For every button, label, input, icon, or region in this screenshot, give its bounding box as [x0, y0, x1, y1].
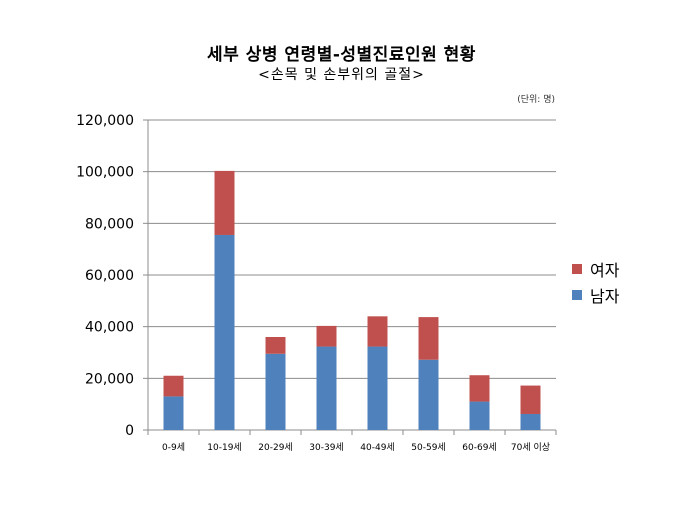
x-tick-label: 30-39세	[309, 442, 343, 453]
bar-male	[367, 346, 388, 430]
bar-female	[520, 385, 541, 414]
legend-swatch-male	[572, 290, 582, 300]
legend-item-female: 여자	[572, 256, 619, 282]
legend-swatch-female	[572, 264, 582, 274]
bar-female	[316, 325, 337, 347]
y-tick-label: 60,000	[85, 268, 134, 284]
y-tick-label: 100,000	[76, 165, 134, 181]
bar-male	[214, 234, 235, 430]
bar-female	[469, 375, 490, 402]
bar-female	[265, 337, 286, 354]
chart-title: 세부 상병 연령별-성별진료인원 현황	[207, 45, 476, 65]
unit-note: (단위: 명)	[517, 95, 555, 105]
x-tick-label: 0-9세	[162, 442, 185, 453]
x-tick-label: 50-59세	[411, 442, 445, 453]
legend: 여자 남자	[572, 256, 619, 308]
bar-male	[163, 396, 184, 430]
bar-male	[469, 401, 490, 430]
bar-male	[316, 346, 337, 430]
legend-item-male: 남자	[572, 282, 619, 308]
y-tick-label: 20,000	[85, 371, 134, 387]
bar-male	[265, 353, 286, 430]
bar-male	[520, 413, 541, 430]
bar-male	[418, 359, 439, 430]
y-tick-label: 120,000	[76, 113, 134, 129]
bar-female	[163, 375, 184, 397]
x-tick-label: 10-19세	[207, 442, 241, 453]
x-tick-label: 40-49세	[360, 442, 394, 453]
bar-female	[214, 170, 235, 235]
bar-female	[418, 317, 439, 360]
x-tick-label: 20-29세	[258, 442, 292, 453]
legend-label-female: 여자	[590, 261, 620, 280]
y-tick-label: 40,000	[85, 320, 134, 336]
x-tick-label: 70세 이상	[511, 442, 550, 453]
bar-female	[367, 316, 388, 347]
y-tick-label: 80,000	[85, 216, 134, 232]
x-tick-label: 60-69세	[462, 442, 496, 453]
chart-subtitle: <손목 및 손부위의 골절>	[258, 67, 425, 83]
y-tick-label: 0	[125, 423, 134, 439]
legend-label-male: 남자	[590, 287, 620, 306]
